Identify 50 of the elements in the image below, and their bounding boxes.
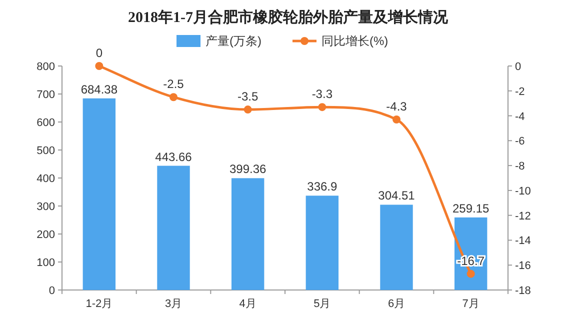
point bbox=[95, 62, 104, 70]
y2-tick-label: -16 bbox=[515, 260, 531, 272]
y-tick-label: 100 bbox=[36, 257, 55, 269]
y2-tick-label: -18 bbox=[515, 285, 531, 297]
bar bbox=[157, 166, 190, 290]
x-tick-label: 7月 bbox=[462, 298, 480, 310]
data-label: -2.5 bbox=[163, 77, 184, 92]
point bbox=[318, 103, 326, 112]
bar bbox=[306, 196, 339, 290]
x-tick-label: 4月 bbox=[239, 298, 256, 310]
point bbox=[392, 116, 400, 124]
chart-title: 2018年1-7月合肥市橡胶轮胎外胎产量及增长情况 bbox=[128, 8, 449, 26]
point bbox=[170, 93, 178, 102]
y-tick-label: 200 bbox=[36, 229, 55, 241]
legend-label: 产量(万条) bbox=[206, 34, 262, 48]
y-tick-label: 600 bbox=[36, 117, 55, 129]
y-tick-label: 500 bbox=[36, 145, 55, 157]
bar bbox=[380, 204, 413, 290]
y2-tick-label: -4 bbox=[515, 110, 525, 123]
point bbox=[466, 270, 475, 278]
bar bbox=[82, 98, 116, 290]
legend-label: 同比增长(%) bbox=[322, 34, 388, 48]
data-label: -4.3 bbox=[386, 100, 408, 114]
y-tick-label: 700 bbox=[36, 89, 55, 101]
y2-tick-label: -14 bbox=[515, 235, 531, 248]
y-tick-label: 0 bbox=[48, 285, 55, 297]
data-label: -3.5 bbox=[237, 90, 258, 104]
y2-tick-label: -8 bbox=[515, 160, 525, 173]
data-label: 684.38 bbox=[80, 82, 118, 96]
y2-tick-label: -2 bbox=[515, 86, 525, 98]
x-tick-label: 6月 bbox=[388, 298, 406, 310]
y-tick-label: 300 bbox=[36, 201, 55, 213]
bar bbox=[231, 178, 264, 290]
y-tick-label: 800 bbox=[36, 61, 55, 73]
data-label: 443.66 bbox=[155, 150, 192, 164]
point bbox=[244, 106, 252, 114]
data-label: 259.15 bbox=[452, 201, 490, 216]
data-label: 336.9 bbox=[307, 180, 338, 194]
y2-tick-label: -10 bbox=[515, 185, 531, 198]
y2-tick-label: -12 bbox=[515, 210, 531, 222]
data-label: 0 bbox=[96, 46, 103, 60]
y-tick-label: 400 bbox=[36, 173, 55, 185]
x-tick-label: 1-2月 bbox=[86, 298, 113, 310]
x-tick-label: 3月 bbox=[164, 298, 182, 310]
y2-tick-label: 0 bbox=[515, 61, 522, 73]
data-label: -3.3 bbox=[312, 87, 333, 102]
data-label: 399.36 bbox=[229, 162, 267, 176]
x-tick-label: 5月 bbox=[314, 298, 331, 310]
y2-tick-label: -6 bbox=[515, 136, 525, 148]
data-label: 304.51 bbox=[378, 188, 416, 203]
